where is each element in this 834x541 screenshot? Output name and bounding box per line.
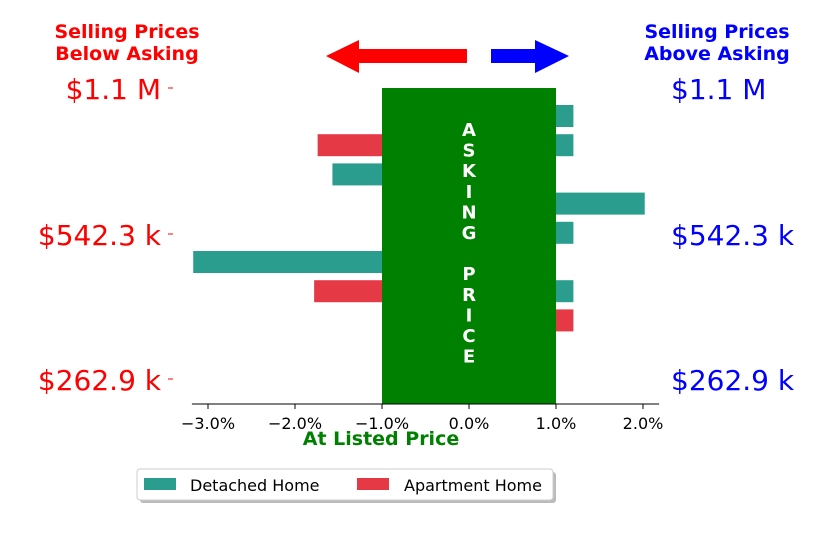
band-letter-8: R [462,285,476,306]
band-letter-2: K [462,161,477,182]
detached-bar-5 [193,251,382,273]
x-tick-label-1: −2.0% [268,414,322,433]
left-price-label-mid: $542.3 k [38,219,162,252]
band-letter-4: N [461,202,476,223]
left-header-line1: Selling Prices [54,21,199,43]
x-axis-label: At Listed Price [303,428,459,450]
band-letter-11: E [463,347,475,368]
right-arrow-icon [491,40,569,73]
x-tick-label-5: 2.0% [623,414,664,433]
band-letter-9: I [466,305,473,326]
legend-label-apartment: Apartment Home [404,476,542,495]
legend-swatch-apartment [357,478,389,490]
band-letter-3: I [466,182,473,203]
apartment-bar-2 [556,309,574,332]
band-letter-5: G [462,223,477,244]
x-tick-label-3: 0.0% [449,414,490,433]
right-price-label-top: $1.1 M [671,73,766,106]
band-letter-0: A [462,120,476,141]
detached-bar-4 [556,221,574,244]
legend-label-detached: Detached Home [190,476,320,495]
detached-bar-3 [556,192,645,215]
band-letter-1: S [463,141,476,162]
apartment-bar-0 [317,134,382,157]
band-letter-7: P [462,264,475,285]
right-header-line2: Above Asking [644,43,790,65]
x-tick-label-4: 1.0% [536,414,577,433]
bars-group [193,105,645,332]
left-header-line2: Below Asking [55,43,198,65]
detached-bar-0 [556,105,574,127]
detached-bar-1 [556,134,574,157]
legend: Detached Home Apartment Home [136,468,556,503]
detached-bar-6 [556,280,574,303]
x-tick-label-0: −3.0% [181,414,235,433]
left-price-label-bottom: $262.9 k [38,364,162,397]
asking-price-band [382,88,556,404]
x-axis: −3.0% −2.0% −1.0% 0.0% 1.0% 2.0% [181,403,664,433]
apartment-bar-1 [314,280,382,303]
left-price-label-top: $1.1 M [66,73,161,106]
band-letter-10: C [462,326,475,347]
legend-swatch-detached [144,478,176,490]
right-header-line1: Selling Prices [644,21,789,43]
x-tick-label-2: −1.0% [355,414,409,433]
right-price-label-bottom: $262.9 k [671,364,795,397]
detached-bar-2 [332,163,382,186]
right-price-label-mid: $542.3 k [671,219,795,252]
left-arrow-icon [326,40,467,73]
